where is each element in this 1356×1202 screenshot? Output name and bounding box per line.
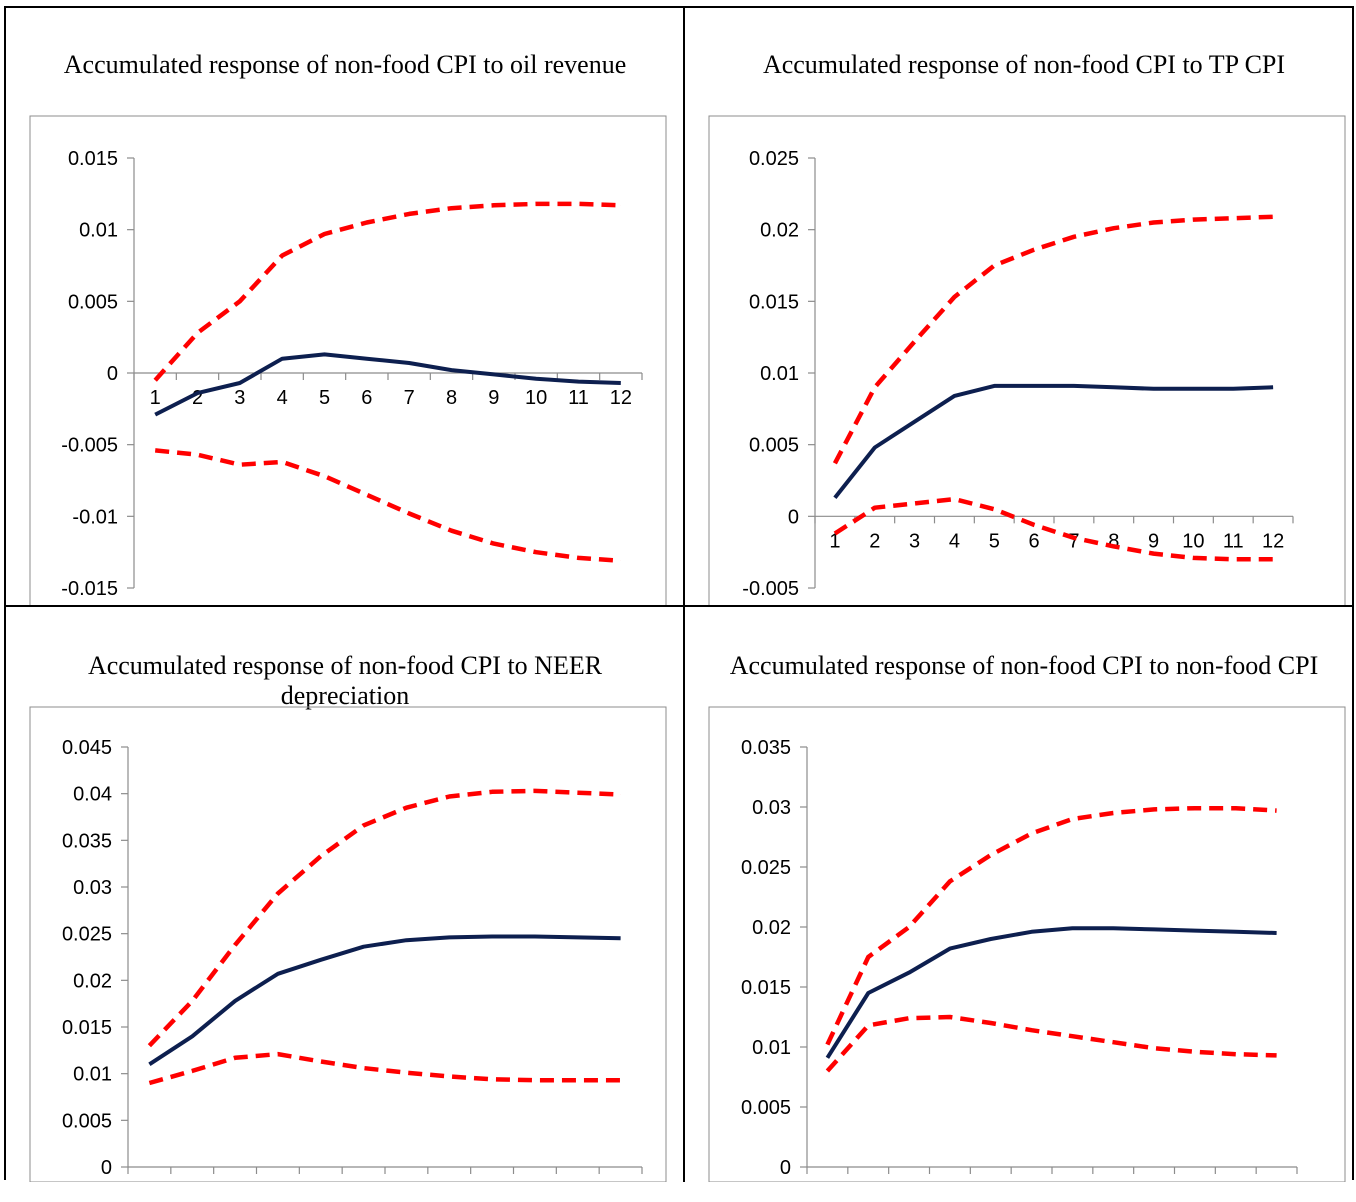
series-line-upper: [155, 204, 621, 380]
y-tick-label: 0.005: [749, 435, 799, 457]
x-tick-label: 1: [150, 387, 161, 409]
x-tick-label: 12: [610, 387, 632, 409]
x-tick-label: 12: [1262, 530, 1284, 552]
y-tick-label: 0.005: [68, 291, 118, 313]
x-tick-label: 7: [1068, 530, 1079, 552]
y-tick-label: 0.015: [749, 291, 799, 313]
y-tick-label: -0.005: [61, 435, 118, 457]
chart-svg: 0.0350.030.0250.020.0150.010.00501234567…: [685, 607, 1354, 1182]
y-tick-label: 0.02: [73, 970, 112, 992]
x-tick-label: 10: [1182, 530, 1204, 552]
series-line-lower: [835, 499, 1273, 559]
x-tick-label: 6: [361, 387, 372, 409]
y-tick-label: 0.04: [73, 784, 112, 806]
series-line-upper: [827, 808, 1276, 1044]
x-tick-label: 4: [949, 530, 960, 552]
y-tick-label: 0.03: [752, 797, 791, 819]
y-tick-label: 0.01: [760, 363, 799, 385]
y-tick-label: 0.01: [752, 1037, 791, 1059]
x-tick-label: 4: [277, 387, 288, 409]
y-tick-label: 0.02: [760, 220, 799, 242]
x-tick-label: 3: [234, 387, 245, 409]
chart-panel-tp-cpi: Accumulated response of non-food CPI to …: [685, 8, 1356, 603]
plot-area-border: [709, 116, 1345, 605]
x-tick-label: 9: [488, 387, 499, 409]
y-tick-label: 0.025: [749, 148, 799, 170]
y-tick-label: 0.02: [752, 917, 791, 939]
y-tick-label: 0: [101, 1157, 112, 1179]
series-line-response: [827, 928, 1276, 1058]
x-tick-label: 6: [1029, 530, 1040, 552]
y-tick-label: 0.015: [741, 977, 791, 999]
y-tick-label: 0.01: [73, 1064, 112, 1086]
chart-panel-neer-depreciation: Accumulated response of non-food CPI to …: [6, 607, 684, 1202]
series-line-response: [155, 354, 621, 414]
y-tick-label: 0.025: [62, 924, 112, 946]
series-line-upper: [149, 791, 620, 1046]
y-tick-label: 0.015: [62, 1017, 112, 1039]
series-line-upper: [835, 217, 1273, 463]
y-tick-label: 0.01: [79, 220, 118, 242]
series-line-lower: [155, 450, 621, 560]
x-tick-label: 10: [525, 387, 547, 409]
x-tick-label: 5: [989, 530, 1000, 552]
x-tick-label: 5: [319, 387, 330, 409]
plot-area-border: [709, 707, 1345, 1182]
y-tick-label: 0: [788, 506, 799, 528]
series-line-lower: [149, 1054, 620, 1083]
series-line-response: [149, 937, 620, 1065]
chart-panel-oil-revenue: Accumulated response of non-food CPI to …: [6, 8, 684, 603]
x-tick-label: 2: [869, 530, 880, 552]
series-line-lower: [827, 1017, 1276, 1071]
y-tick-label: 0.025: [741, 857, 791, 879]
plot-area-border: [30, 116, 666, 605]
x-tick-label: 8: [446, 387, 457, 409]
y-tick-label: 0: [107, 363, 118, 385]
y-tick-label: -0.005: [742, 578, 799, 600]
x-tick-label: 7: [404, 387, 415, 409]
series-line-response: [835, 386, 1273, 498]
chart-svg: 0.045 0.04 0.035 0.03 0.025 0.02 0.015 0.01 0.00…: [6, 607, 684, 1182]
chart-panel-non-food-cpi: Accumulated response of non-food CPI to …: [685, 607, 1356, 1202]
x-tick-label: 9: [1148, 530, 1159, 552]
y-tick-label: -0.015: [61, 578, 118, 600]
y-tick-label: 0.035: [62, 830, 112, 852]
y-tick-label: 0.005: [62, 1110, 112, 1132]
y-tick-label: 0.015: [68, 148, 118, 170]
x-tick-label: 3: [909, 530, 920, 552]
y-tick-label: 0: [780, 1157, 791, 1179]
x-tick-label: 11: [1223, 530, 1244, 552]
y-tick-label: 0.005: [741, 1097, 791, 1119]
y-tick-label: -0.01: [72, 506, 118, 528]
x-tick-label: 11: [568, 387, 589, 409]
y-tick-label: 0.035: [741, 737, 791, 759]
y-tick-label: 0.045: [62, 737, 112, 759]
y-tick-label: 0.03: [73, 877, 112, 899]
plot-area-border: [30, 707, 666, 1182]
